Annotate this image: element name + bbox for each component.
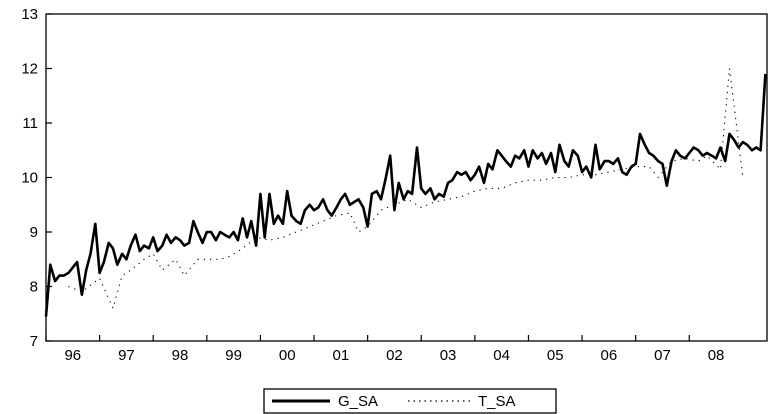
x-tick-label: 99 [225,347,242,364]
y-tick-label: 8 [30,279,38,296]
x-tick-label: 06 [601,347,618,364]
x-tick-label: 08 [708,347,725,364]
x-tick-label: 07 [654,347,671,364]
x-tick-label: 00 [279,347,296,364]
x-tick-label: 05 [547,347,564,364]
x-tick-label: 01 [332,347,349,364]
x-axis: 96 97 98 99 00 01 02 03 04 05 06 07 08 [45,335,725,364]
legend: G_SA T_SA [263,388,557,414]
legend-label-g-sa: G_SA [338,393,378,410]
series-layer [44,67,767,317]
y-tick-label: 12 [21,61,38,78]
x-tick-label: 03 [440,347,457,364]
y-tick-label: 9 [30,224,38,241]
series-line-t-sa [68,67,744,309]
y-axis: 7 8 9 10 11 12 13 [21,6,52,350]
x-tick-label: 98 [172,347,189,364]
x-tick-label: 02 [386,347,403,364]
series-line-g-sa [44,73,767,317]
legend-label-t-sa: T_SA [478,393,516,410]
x-tick-label: 96 [64,347,81,364]
y-tick-label: 13 [21,6,38,23]
y-tick-label: 7 [30,333,38,350]
y-tick-label: 11 [22,115,38,132]
x-tick-label: 04 [493,347,510,364]
y-tick-label: 10 [21,170,38,187]
x-tick-label: 97 [118,347,135,364]
